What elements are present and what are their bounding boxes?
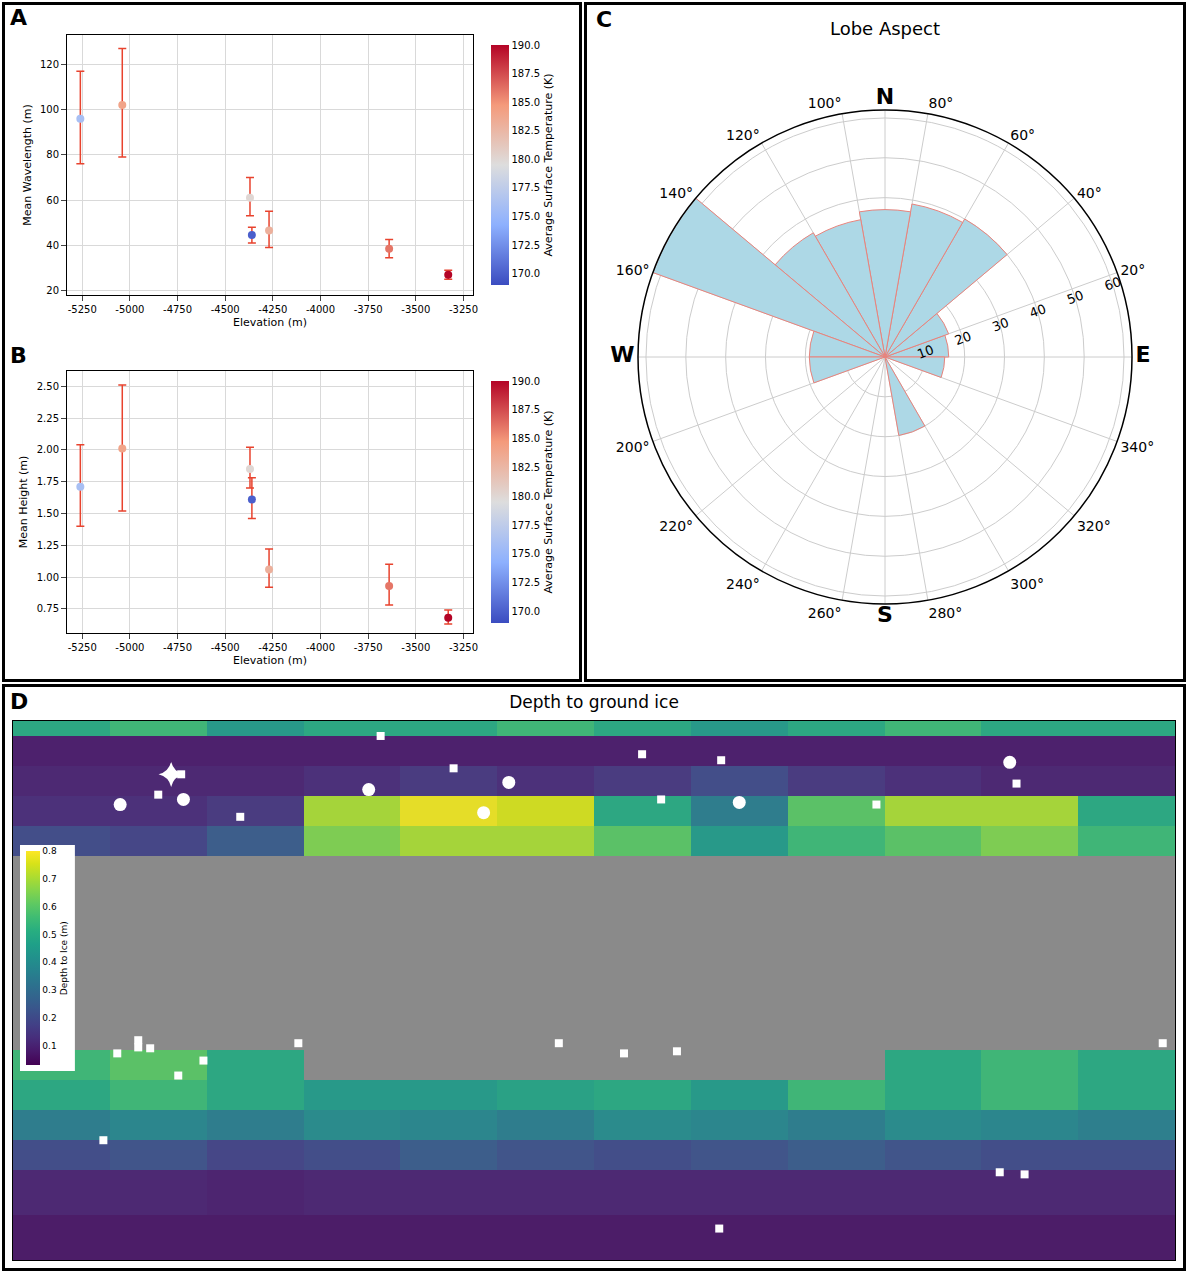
svg-text:190.0: 190.0 [512, 376, 541, 387]
svg-text:2.00: 2.00 [37, 444, 59, 455]
svg-text:187.5: 187.5 [512, 404, 541, 415]
svg-text:80°: 80° [929, 95, 954, 111]
svg-text:50: 50 [1065, 287, 1086, 307]
svg-text:260°: 260° [808, 605, 842, 621]
svg-text:172.5: 172.5 [512, 577, 541, 588]
svg-text:120°: 120° [726, 127, 760, 143]
svg-text:Average Surface Temperature (K: Average Surface Temperature (K) [542, 73, 555, 256]
svg-text:1.25: 1.25 [37, 540, 59, 551]
svg-text:182.5: 182.5 [512, 125, 541, 136]
svg-text:-3250: -3250 [449, 642, 478, 653]
svg-text:120: 120 [40, 59, 59, 70]
svg-text:-5250: -5250 [68, 304, 97, 315]
svg-text:-4750: -4750 [163, 304, 192, 315]
svg-text:S: S [877, 602, 893, 627]
svg-text:-3750: -3750 [354, 304, 383, 315]
svg-text:0.8: 0.8 [42, 846, 57, 856]
svg-text:-4000: -4000 [306, 304, 335, 315]
svg-text:180.0: 180.0 [512, 491, 541, 502]
svg-text:-4250: -4250 [258, 304, 287, 315]
svg-text:170.0: 170.0 [512, 268, 541, 279]
html-text:A: A [10, 5, 27, 30]
svg-text:Depth to Ice (m): Depth to Ice (m) [59, 921, 69, 995]
svg-text:280°: 280° [929, 605, 963, 621]
svg-text:175.0: 175.0 [512, 548, 541, 559]
svg-text:190.0: 190.0 [512, 40, 541, 51]
svg-text:-5000: -5000 [115, 304, 144, 315]
svg-text:100°: 100° [808, 95, 842, 111]
svg-text:180.0: 180.0 [512, 154, 541, 165]
svg-text:-4250: -4250 [258, 642, 287, 653]
svg-text:0.4: 0.4 [42, 957, 57, 967]
svg-text:20: 20 [953, 328, 974, 348]
svg-text:187.5: 187.5 [512, 68, 541, 79]
svg-text:0.6: 0.6 [42, 902, 57, 912]
svg-text:Elevation (m): Elevation (m) [233, 316, 307, 329]
svg-text:-4000: -4000 [306, 642, 335, 653]
svg-text:-3500: -3500 [401, 304, 430, 315]
html-text:C: C [596, 7, 613, 32]
svg-text:-4500: -4500 [211, 642, 240, 653]
svg-text:-3750: -3750 [354, 642, 383, 653]
svg-text:Mean Wavelength (m): Mean Wavelength (m) [21, 104, 34, 226]
svg-text:182.5: 182.5 [512, 462, 541, 473]
svg-text:-4500: -4500 [211, 304, 240, 315]
svg-text:40°: 40° [1077, 185, 1102, 201]
svg-text:0.1: 0.1 [42, 1041, 56, 1051]
svg-text:20: 20 [46, 285, 59, 296]
svg-text:-5000: -5000 [115, 642, 144, 653]
svg-text:60: 60 [46, 195, 59, 206]
svg-text:220°: 220° [659, 518, 693, 534]
svg-text:N: N [876, 84, 894, 109]
svg-text:170.0: 170.0 [512, 606, 541, 617]
svg-text:20°: 20° [1120, 262, 1145, 278]
svg-text:2.25: 2.25 [37, 413, 59, 424]
html-text:D: D [10, 689, 29, 714]
svg-text:240°: 240° [726, 576, 760, 592]
svg-text:Depth to ground ice: Depth to ground ice [509, 692, 679, 712]
svg-text:140°: 140° [659, 185, 693, 201]
svg-text:-3250: -3250 [449, 304, 478, 315]
svg-text:30: 30 [990, 315, 1011, 335]
svg-text:0.3: 0.3 [42, 985, 56, 995]
svg-text:177.5: 177.5 [512, 182, 541, 193]
svg-text:1.50: 1.50 [37, 508, 59, 519]
svg-text:177.5: 177.5 [512, 520, 541, 531]
svg-text:100: 100 [40, 104, 59, 115]
svg-text:-4750: -4750 [163, 642, 192, 653]
svg-text:60°: 60° [1010, 127, 1035, 143]
svg-text:40: 40 [1027, 301, 1048, 321]
svg-text:160°: 160° [616, 262, 650, 278]
svg-text:0.5: 0.5 [42, 930, 56, 940]
svg-text:320°: 320° [1077, 518, 1111, 534]
svg-text:0.75: 0.75 [37, 603, 59, 614]
svg-text:340°: 340° [1120, 439, 1154, 455]
svg-text:0.7: 0.7 [42, 874, 56, 884]
svg-text:175.0: 175.0 [512, 211, 541, 222]
svg-text:0.2: 0.2 [42, 1013, 56, 1023]
svg-text:2.50: 2.50 [37, 381, 59, 392]
svg-text:-3500: -3500 [401, 642, 430, 653]
svg-text:185.0: 185.0 [512, 97, 541, 108]
svg-text:1.75: 1.75 [37, 476, 59, 487]
svg-text:W: W [610, 342, 634, 367]
svg-text:E: E [1136, 342, 1151, 367]
svg-text:40: 40 [46, 240, 59, 251]
svg-text:185.0: 185.0 [512, 433, 541, 444]
svg-text:Average Surface Temperature (K: Average Surface Temperature (K) [542, 410, 555, 593]
svg-text:-5250: -5250 [68, 642, 97, 653]
svg-text:10: 10 [915, 342, 936, 362]
svg-text:Elevation (m): Elevation (m) [233, 654, 307, 667]
svg-text:300°: 300° [1010, 576, 1044, 592]
svg-text:Lobe Aspect: Lobe Aspect [830, 18, 940, 39]
svg-text:1.00: 1.00 [37, 572, 59, 583]
svg-text:80: 80 [46, 149, 59, 160]
svg-text:Mean Height (m): Mean Height (m) [17, 456, 30, 549]
svg-text:60: 60 [1102, 274, 1123, 294]
svg-text:172.5: 172.5 [512, 240, 541, 251]
html-text:B: B [10, 343, 27, 368]
svg-text:200°: 200° [616, 439, 650, 455]
